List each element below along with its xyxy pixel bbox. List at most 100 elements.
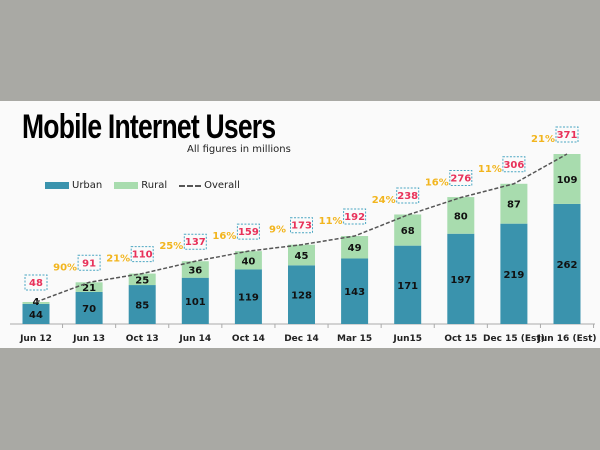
- data-label-rural: 109: [557, 175, 578, 186]
- growth-label: 24%: [372, 195, 396, 206]
- growth-label: 11%: [478, 164, 502, 175]
- bar-urban: [500, 223, 528, 324]
- data-label-rural: 4: [33, 297, 40, 308]
- chart-title: Mobile Internet Users: [22, 108, 276, 146]
- data-label-rural: 25: [135, 275, 149, 286]
- bar-rural: [181, 261, 209, 278]
- total-box: [24, 274, 48, 291]
- data-label-urban: 101: [185, 297, 206, 308]
- bar-urban: [181, 277, 209, 324]
- data-label-rural: 36: [188, 265, 202, 276]
- urban-swatch: [45, 182, 69, 189]
- legend-item-rural: Rural: [114, 180, 167, 191]
- total-box: [343, 208, 367, 225]
- data-label-rural: 68: [401, 226, 415, 237]
- total-label: 159: [238, 227, 259, 238]
- total-label: 137: [185, 237, 206, 248]
- data-label-rural: 49: [348, 243, 362, 254]
- data-label-urban: 119: [238, 293, 259, 304]
- data-label-urban: 171: [397, 281, 418, 292]
- bar-rural: [394, 214, 422, 246]
- x-tick-label: Dec 14: [284, 334, 319, 344]
- legend-label-urban: Urban: [72, 180, 103, 191]
- total-label: 91: [82, 258, 96, 269]
- bar-urban: [394, 245, 422, 324]
- data-label-rural: 87: [507, 200, 521, 211]
- bar-urban: [128, 285, 156, 324]
- data-label-urban: 128: [291, 291, 312, 302]
- total-label: 306: [503, 160, 524, 171]
- bar-rural: [75, 282, 103, 292]
- data-label-urban: 197: [450, 275, 471, 286]
- growth-label: 16%: [425, 178, 449, 189]
- overall-swatch: [179, 184, 202, 187]
- data-label-rural: 40: [241, 256, 255, 267]
- total-box: [290, 217, 313, 234]
- x-tick-label: Jun 16 (Est): [537, 334, 597, 344]
- total-box: [130, 246, 154, 263]
- growth-label: 16%: [212, 231, 236, 242]
- bar-urban: [75, 291, 103, 324]
- bar-urban: [553, 203, 581, 324]
- data-label-urban: 70: [82, 304, 96, 315]
- x-tick-label: Oct 15: [444, 334, 477, 344]
- total-label: 48: [29, 278, 43, 289]
- data-label-rural: 45: [295, 251, 309, 262]
- data-label-urban: 85: [135, 301, 149, 312]
- x-tick-label: Oct 13: [126, 334, 159, 344]
- total-box: [183, 233, 207, 250]
- growth-label: 90%: [53, 262, 77, 273]
- legend-label-rural: Rural: [141, 180, 168, 191]
- bar-rural: [128, 273, 156, 286]
- x-tick-label: Jun 12: [19, 334, 52, 344]
- overall-line: [35, 153, 568, 303]
- x-tick-label: Mar 15: [337, 334, 372, 344]
- total-box: [236, 223, 260, 240]
- total-label: 238: [397, 191, 418, 202]
- data-label-urban: 143: [344, 287, 365, 298]
- bar-rural: [234, 251, 262, 270]
- legend-item-overall: Overall: [179, 180, 240, 191]
- total-label: 110: [132, 250, 153, 261]
- total-label: 371: [557, 130, 578, 141]
- total-box: [77, 254, 101, 271]
- chart-subtitle: All figures in millions: [187, 144, 291, 155]
- growth-label: 25%: [159, 241, 183, 252]
- total-label: 192: [344, 212, 365, 223]
- bar-urban: [447, 233, 475, 324]
- x-tick-label: Oct 14: [232, 334, 265, 344]
- growth-label: 21%: [106, 254, 130, 265]
- bar-urban: [22, 303, 50, 324]
- data-label-rural: 21: [82, 283, 96, 294]
- total-box: [502, 156, 526, 173]
- legend-label-overall: Overall: [204, 180, 240, 191]
- growth-label: 11%: [319, 216, 343, 227]
- growth-label: 9%: [269, 225, 286, 236]
- total-box: [449, 170, 473, 187]
- bar-rural: [447, 197, 475, 234]
- data-label-urban: 219: [503, 270, 524, 281]
- legend: Urban Rural Overall: [45, 180, 240, 191]
- bar-urban: [288, 265, 315, 324]
- total-label: 173: [291, 221, 312, 232]
- total-box: [555, 126, 579, 143]
- bar-rural: [22, 302, 50, 304]
- bar-rural: [288, 244, 315, 266]
- data-label-urban: 262: [557, 260, 578, 271]
- bar-rural: [553, 154, 581, 204]
- x-tick-label: Jun15: [392, 334, 422, 344]
- data-label-urban: 44: [29, 310, 43, 321]
- bar-rural: [341, 236, 369, 259]
- x-tick-label: Jun 14: [178, 334, 211, 344]
- bar-urban: [341, 258, 369, 324]
- x-tick-label: Dec 15 (Est): [483, 334, 545, 344]
- rural-swatch: [114, 182, 139, 189]
- bar-urban: [234, 269, 262, 324]
- total-label: 276: [450, 174, 471, 185]
- legend-item-urban: Urban: [45, 180, 102, 191]
- x-tick-label: Jun 13: [72, 334, 105, 344]
- growth-label: 21%: [531, 134, 555, 145]
- bar-rural: [500, 183, 528, 224]
- data-label-rural: 80: [454, 211, 468, 222]
